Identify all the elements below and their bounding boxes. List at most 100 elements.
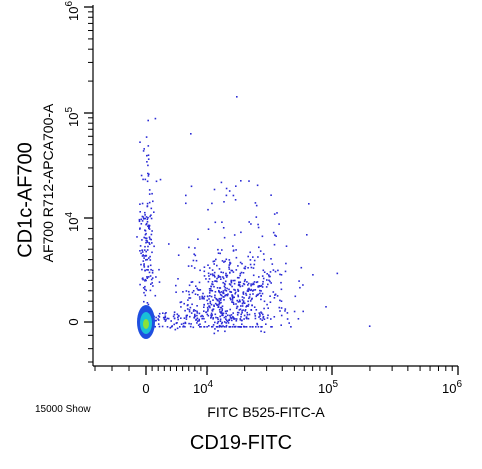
event-dot bbox=[230, 317, 233, 319]
event-dot bbox=[144, 217, 146, 220]
event-dot bbox=[234, 289, 236, 291]
event-dot bbox=[187, 299, 189, 301]
event-dot bbox=[145, 241, 147, 244]
event-dot bbox=[217, 248, 219, 251]
event-dot bbox=[293, 310, 296, 313]
event-dot bbox=[145, 216, 148, 218]
event-dot bbox=[228, 319, 230, 322]
event-dot bbox=[161, 325, 164, 328]
event-dot bbox=[256, 184, 259, 187]
event-dot bbox=[144, 178, 147, 181]
event-dot bbox=[228, 326, 231, 328]
event-dot bbox=[150, 233, 153, 236]
event-dot bbox=[280, 300, 283, 302]
event-dot bbox=[144, 230, 147, 232]
event-dot bbox=[227, 322, 230, 324]
event-dot bbox=[196, 314, 198, 317]
event-dot bbox=[183, 302, 185, 305]
event-dot bbox=[247, 267, 249, 269]
event-dot bbox=[149, 275, 152, 277]
event-dot bbox=[185, 318, 188, 320]
event-dot bbox=[213, 188, 216, 191]
event-dot bbox=[218, 291, 220, 293]
event-dot bbox=[259, 318, 262, 320]
event-dot bbox=[274, 294, 276, 296]
event-dot bbox=[175, 284, 177, 287]
outer-x-axis-title: CD19-FITC bbox=[189, 432, 293, 454]
event-dot bbox=[255, 216, 258, 218]
event-dot bbox=[144, 233, 147, 236]
event-dot bbox=[222, 290, 225, 292]
event-dot bbox=[190, 323, 192, 325]
event-dot bbox=[141, 202, 144, 205]
event-dot bbox=[157, 323, 160, 325]
event-dot bbox=[145, 239, 147, 242]
y-tick-label: 0 bbox=[66, 318, 81, 325]
event-dot bbox=[196, 312, 199, 314]
event-dot bbox=[269, 271, 272, 273]
event-dot bbox=[236, 305, 238, 308]
event-dot bbox=[235, 318, 238, 320]
event-dot bbox=[233, 282, 236, 285]
event-dot bbox=[194, 313, 196, 316]
event-dot bbox=[247, 317, 250, 320]
event-dot bbox=[189, 306, 192, 309]
y-tick-labels: 0 104 105 106 bbox=[64, 1, 81, 326]
event-dot bbox=[245, 294, 248, 296]
event-dot bbox=[218, 275, 221, 278]
event-dot bbox=[141, 215, 144, 218]
event-dot bbox=[167, 317, 170, 320]
event-dot bbox=[256, 323, 259, 326]
event-dot bbox=[146, 269, 148, 271]
event-dot bbox=[177, 278, 179, 280]
event-dot bbox=[280, 274, 283, 276]
event-dot bbox=[191, 303, 193, 306]
event-dot bbox=[285, 245, 288, 247]
event-dot bbox=[195, 318, 198, 321]
event-dot bbox=[155, 180, 158, 183]
event-dot bbox=[235, 307, 238, 310]
event-dot bbox=[158, 325, 161, 328]
density-level-high bbox=[143, 319, 149, 329]
event-dot bbox=[217, 321, 219, 323]
event-dot bbox=[207, 208, 209, 211]
event-dot bbox=[225, 322, 227, 324]
event-dot bbox=[239, 285, 242, 288]
event-dot bbox=[251, 283, 254, 286]
event-dot bbox=[246, 311, 248, 314]
event-dot bbox=[225, 326, 227, 328]
event-dot bbox=[229, 314, 231, 317]
event-dot bbox=[180, 301, 183, 303]
event-dot bbox=[188, 284, 191, 287]
event-dot bbox=[267, 307, 269, 309]
event-dot bbox=[148, 193, 151, 195]
event-dot bbox=[184, 309, 186, 312]
event-dot bbox=[232, 312, 234, 314]
event-dot bbox=[247, 255, 249, 258]
event-dot bbox=[259, 285, 262, 287]
event-dot bbox=[188, 297, 190, 299]
event-dot bbox=[146, 249, 149, 251]
event-dot bbox=[139, 245, 142, 247]
event-dot bbox=[203, 317, 205, 320]
event-dot bbox=[164, 320, 167, 322]
event-dot bbox=[271, 326, 273, 328]
event-dot bbox=[257, 326, 260, 328]
event-dot bbox=[201, 296, 204, 298]
event-dot bbox=[219, 299, 222, 301]
event-dot bbox=[217, 274, 220, 277]
event-dot bbox=[210, 316, 213, 318]
event-dot bbox=[220, 271, 222, 273]
event-dot bbox=[209, 288, 212, 290]
event-dot bbox=[241, 296, 244, 298]
event-dot bbox=[140, 218, 143, 221]
event-dot bbox=[175, 322, 178, 325]
event-dot bbox=[145, 232, 147, 235]
event-dot bbox=[140, 223, 143, 225]
event-dot bbox=[247, 290, 250, 292]
event-dot bbox=[147, 216, 149, 219]
event-dot bbox=[147, 172, 149, 175]
event-dot bbox=[211, 325, 214, 328]
event-dot bbox=[252, 293, 254, 295]
event-dot bbox=[141, 277, 144, 280]
